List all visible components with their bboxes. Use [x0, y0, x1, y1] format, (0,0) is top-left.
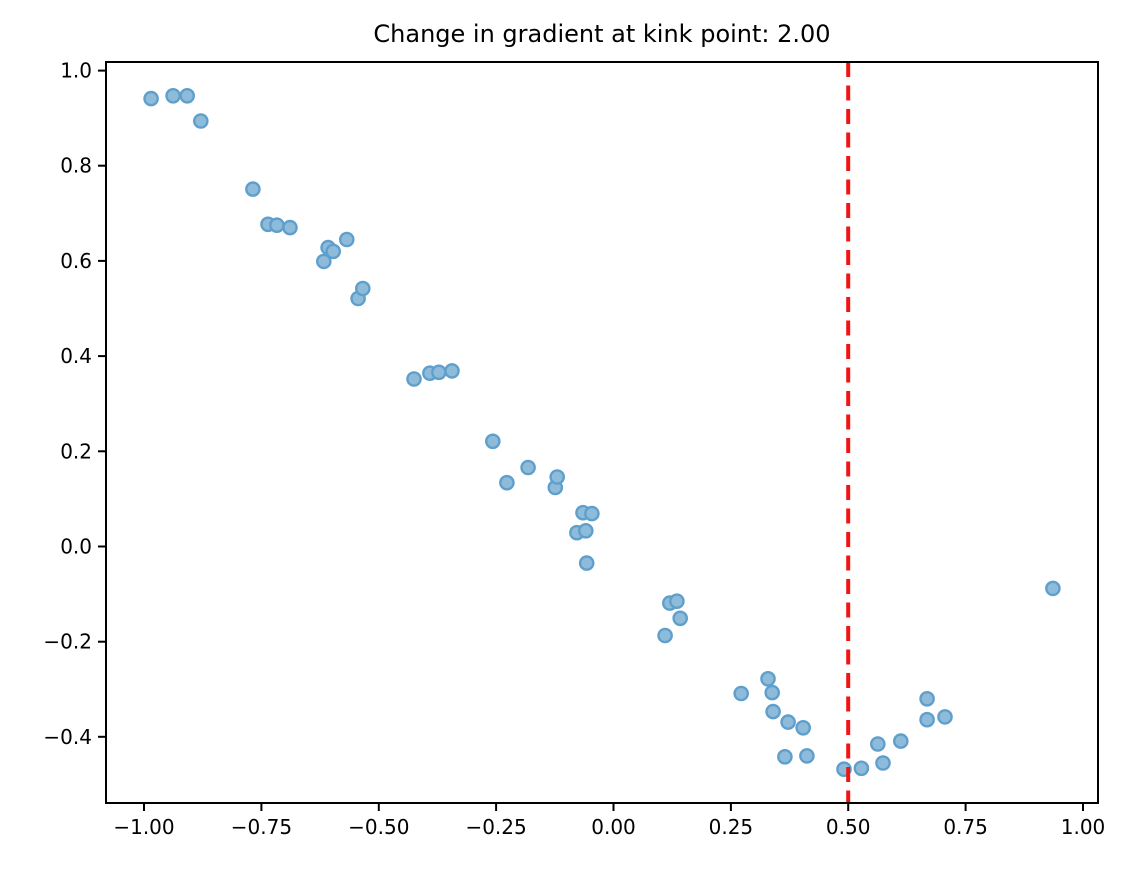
x-tick-label: −0.25 — [465, 815, 526, 839]
data-point — [853, 760, 870, 777]
data-point — [520, 459, 536, 476]
data-point — [315, 253, 332, 270]
chart-title: Change in gradient at kink point: 2.00 — [373, 20, 830, 48]
data-point — [875, 755, 891, 771]
data-point — [282, 219, 298, 236]
data-point — [919, 691, 935, 707]
y-tick-label: 0.4 — [60, 344, 92, 368]
x-tick-label: 0.00 — [591, 815, 636, 839]
x-tick-label: 1.00 — [1061, 815, 1106, 839]
data-point — [893, 733, 909, 749]
y-tick-label: 0.6 — [60, 249, 92, 273]
data-point — [325, 243, 342, 260]
data-point — [549, 469, 566, 485]
data-point — [406, 371, 422, 387]
data-point — [354, 280, 371, 297]
data-point — [499, 474, 515, 491]
data-point — [143, 90, 159, 107]
data-point — [795, 720, 812, 736]
data-point — [269, 217, 285, 233]
data-point — [937, 709, 953, 725]
data-point — [733, 685, 750, 702]
data-point — [799, 748, 815, 764]
data-point — [669, 593, 685, 610]
data-point — [179, 88, 195, 104]
x-tick-label: 0.25 — [709, 815, 754, 839]
data-point — [338, 231, 355, 248]
x-tick-label: −1.00 — [113, 815, 174, 839]
y-tick-label: 0.0 — [60, 535, 92, 559]
data-point — [578, 523, 594, 539]
data-point — [584, 505, 600, 522]
x-tick-label: 0.75 — [943, 815, 988, 839]
data-point — [165, 88, 181, 104]
data-point — [870, 736, 886, 752]
data-point — [760, 671, 776, 687]
y-tick-label: 0.2 — [60, 439, 92, 463]
data-point — [919, 711, 935, 728]
data-point — [777, 749, 793, 765]
data-point — [245, 181, 261, 197]
x-tick-label: −0.75 — [231, 815, 292, 839]
x-tick-label: 0.50 — [826, 815, 871, 839]
y-tick-label: 0.8 — [60, 154, 92, 178]
data-point — [765, 703, 781, 720]
y-tick-label: 1.0 — [60, 59, 92, 83]
data-point — [192, 113, 209, 129]
x-tick-label: −0.50 — [348, 815, 409, 839]
data-point — [780, 714, 796, 730]
plot-border — [105, 61, 1099, 804]
y-tick-label: −0.2 — [43, 630, 92, 654]
data-point — [484, 433, 501, 450]
data-point — [672, 610, 689, 627]
data-point — [1045, 580, 1061, 597]
data-point — [657, 627, 673, 644]
data-point — [578, 555, 595, 571]
data-point — [764, 684, 781, 701]
data-point — [444, 363, 460, 379]
y-tick-label: −0.4 — [43, 725, 92, 749]
data-point — [431, 364, 447, 381]
